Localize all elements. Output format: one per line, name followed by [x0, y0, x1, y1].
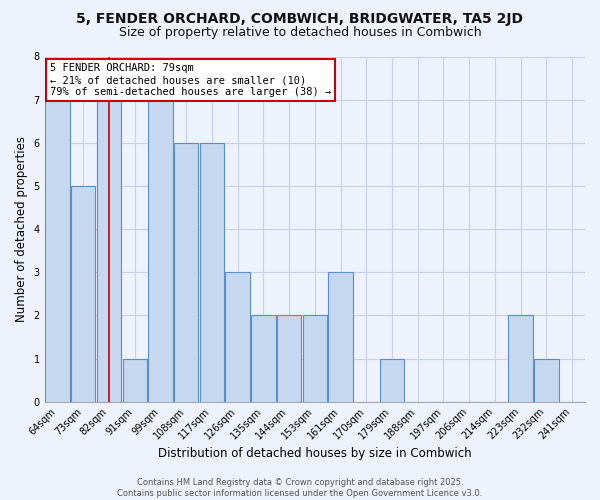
- Bar: [251, 316, 275, 402]
- Text: Size of property relative to detached houses in Combwich: Size of property relative to detached ho…: [119, 26, 481, 39]
- Bar: [122, 358, 147, 402]
- Bar: [302, 316, 327, 402]
- Bar: [226, 272, 250, 402]
- Bar: [71, 186, 95, 402]
- Bar: [277, 316, 301, 402]
- Bar: [328, 272, 353, 402]
- Text: 5, FENDER ORCHARD, COMBWICH, BRIDGWATER, TA5 2JD: 5, FENDER ORCHARD, COMBWICH, BRIDGWATER,…: [77, 12, 523, 26]
- Bar: [380, 358, 404, 402]
- Bar: [508, 316, 533, 402]
- X-axis label: Distribution of detached houses by size in Combwich: Distribution of detached houses by size …: [158, 447, 472, 460]
- Bar: [174, 143, 199, 402]
- Bar: [534, 358, 559, 402]
- Text: Contains HM Land Registry data © Crown copyright and database right 2025.
Contai: Contains HM Land Registry data © Crown c…: [118, 478, 482, 498]
- Y-axis label: Number of detached properties: Number of detached properties: [15, 136, 28, 322]
- Bar: [148, 100, 173, 402]
- Bar: [46, 100, 70, 402]
- Bar: [200, 143, 224, 402]
- Bar: [97, 100, 121, 402]
- Text: 5 FENDER ORCHARD: 79sqm
← 21% of detached houses are smaller (10)
79% of semi-de: 5 FENDER ORCHARD: 79sqm ← 21% of detache…: [50, 64, 331, 96]
